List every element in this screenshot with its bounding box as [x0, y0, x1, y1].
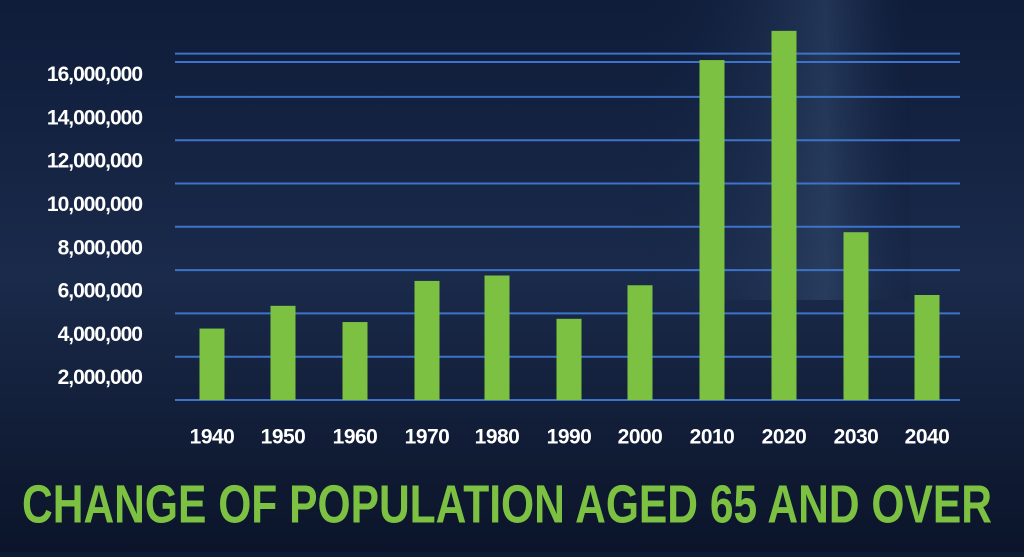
- y-tick-label: 8,000,000: [58, 236, 143, 259]
- y-tick-label: 16,000,000: [47, 63, 142, 86]
- x-tick-label: 1960: [333, 426, 378, 449]
- y-tick-label: 4,000,000: [58, 323, 143, 346]
- y-tick-label: 14,000,000: [47, 106, 142, 129]
- chart-title: CHANGE OF POPULATION AGED 65 AND OVER: [22, 474, 992, 534]
- y-tick-label: 12,000,000: [47, 150, 142, 173]
- bar: [699, 60, 725, 401]
- x-tick-label: 1990: [547, 426, 592, 449]
- y-tick-label: 6,000,000: [58, 280, 143, 303]
- x-tick-label: 1970: [405, 426, 450, 449]
- bar: [270, 305, 296, 400]
- bar: [342, 322, 368, 400]
- x-tick-label: 1980: [475, 426, 520, 449]
- bar: [414, 280, 440, 400]
- bar: [627, 285, 653, 400]
- bar: [199, 328, 225, 400]
- bar: [914, 294, 940, 400]
- bar: [843, 232, 869, 400]
- y-tick-label: 10,000,000: [47, 193, 142, 216]
- x-tick-label: 2030: [834, 426, 879, 449]
- bar: [556, 318, 582, 400]
- x-tick-label: 2010: [690, 426, 735, 449]
- x-tick-label: 1950: [261, 426, 306, 449]
- bar: [771, 30, 797, 400]
- y-tick-label: 2,000,000: [58, 366, 143, 389]
- x-tick-label: 2000: [618, 426, 663, 449]
- x-tick-label: 1940: [190, 426, 235, 449]
- x-tick-label: 2040: [905, 426, 950, 449]
- bar: [484, 275, 510, 400]
- x-tick-label: 2020: [762, 426, 807, 449]
